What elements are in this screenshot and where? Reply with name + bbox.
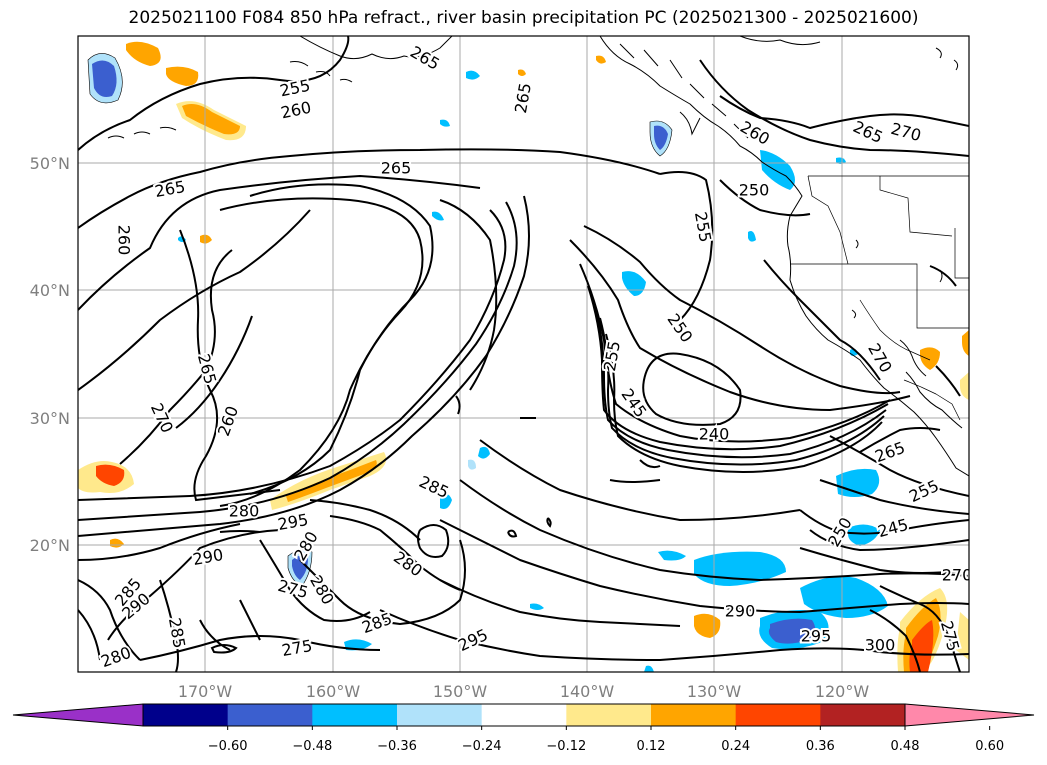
contour-label: 285 — [165, 616, 189, 649]
borders — [790, 175, 969, 421]
lat-label-50n: 50°N — [30, 154, 70, 173]
colorbar-segment — [820, 704, 906, 726]
colorbar-segment — [481, 704, 567, 726]
refractivity-contours — [78, 36, 969, 672]
lon-label-150w: 150°W — [433, 682, 488, 701]
colorbar-segment — [651, 704, 737, 726]
contour-label: 270 — [889, 119, 923, 145]
longitude-labels: 170°W 160°W 150°W 140°W 130°W 120°W — [178, 682, 870, 701]
lat-label-30n: 30°N — [30, 409, 70, 428]
colorbar-tick-label: −0.12 — [546, 739, 586, 754]
latitude-labels: 50°N 40°N 30°N 20°N — [30, 154, 70, 555]
contour-label: 255 — [600, 339, 624, 372]
contour-label: 270 — [942, 566, 973, 585]
contour-label: 290 — [725, 602, 756, 621]
colorbar-outline — [142, 703, 906, 727]
contour-label: 280 — [390, 547, 426, 580]
map-frame — [77, 35, 970, 673]
contour-label: 280 — [229, 502, 260, 521]
lon-label-120w: 120°W — [815, 682, 870, 701]
lon-label-130w: 130°W — [687, 682, 742, 701]
colorbar-segments — [13, 704, 1034, 726]
contour-label: 300 — [865, 636, 896, 655]
contour-label: 245 — [617, 385, 650, 421]
colorbar-tick-label: 0.48 — [891, 739, 920, 754]
contour-label: 280 — [98, 643, 133, 671]
colorbar-segment — [227, 704, 313, 726]
contour-label: 265 — [153, 177, 186, 201]
contour-label: 260 — [279, 98, 313, 123]
colorbar-segment — [566, 704, 652, 726]
map-title: 2025021100 F084 850 hPa refract., river … — [128, 8, 919, 28]
colorbar-tick-label: −0.24 — [462, 739, 502, 754]
colorbar-segment — [397, 704, 483, 726]
colorbar-tick-label: −0.36 — [377, 739, 417, 754]
colorbar-segment — [312, 704, 398, 726]
contour-label: 290 — [191, 545, 224, 569]
contour-label: 255 — [278, 76, 312, 101]
contour-label: 250 — [739, 181, 770, 200]
contour-label: 240 — [699, 425, 730, 444]
contour-label: 255 — [691, 210, 715, 243]
colorbar-segment — [735, 704, 821, 726]
colorbar-extension-low — [13, 704, 143, 726]
colorbar-tick-label: 0.36 — [806, 739, 835, 754]
contour-label: 285 — [359, 609, 394, 637]
lon-label-140w: 140°W — [560, 682, 615, 701]
contour-label: 260 — [115, 225, 134, 256]
colorbar-tick-label: −0.48 — [292, 739, 332, 754]
contour-label: 245 — [876, 515, 910, 541]
contour-label: 265 — [511, 81, 535, 114]
precipitation-shading — [78, 41, 969, 672]
contour-label: 295 — [801, 627, 832, 646]
colorbar: −0.60 −0.48 −0.36 −0.24 −0.12 0.12 0.24 0.36 0.4… — [12, 703, 1035, 754]
colorbar-segment — [143, 704, 229, 726]
colorbar-outline-right — [904, 703, 1035, 727]
contour-label: 265 — [850, 117, 886, 147]
contour-label: 265 — [407, 42, 443, 74]
contour-label: 250 — [663, 310, 696, 346]
colorbar-tick-labels: −0.60 −0.48 −0.36 −0.24 −0.12 0.12 0.24 0.36 0.4… — [208, 726, 1004, 754]
contour-label: 265 — [381, 159, 412, 178]
contour-label: 275 — [280, 636, 313, 660]
colorbar-tick-label: 0.60 — [975, 739, 1004, 754]
lon-label-170w: 170°W — [178, 682, 233, 701]
lon-label-160w: 160°W — [306, 682, 361, 701]
lat-label-40n: 40°N — [30, 281, 70, 300]
colorbar-tick-label: −0.60 — [208, 739, 248, 754]
colorbar-extension-high — [905, 704, 1034, 726]
colorbar-tick-label: 0.12 — [637, 739, 666, 754]
contour-label: 260 — [214, 403, 242, 438]
lat-label-20n: 20°N — [30, 536, 70, 555]
colorbar-tick-label: 0.24 — [721, 739, 750, 754]
